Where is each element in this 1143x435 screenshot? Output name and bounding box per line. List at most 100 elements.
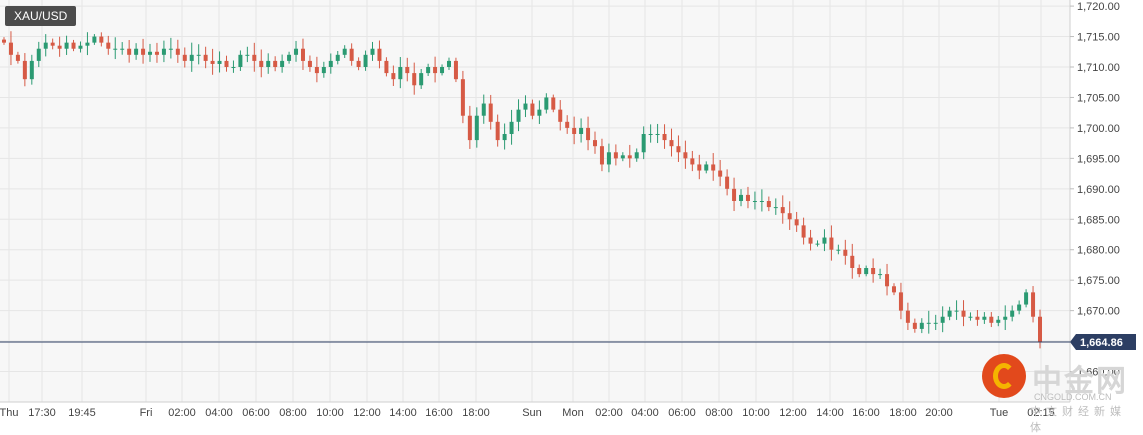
x-tick-label: 04:00 [205, 407, 233, 419]
candle [843, 239, 848, 265]
candle [565, 115, 570, 134]
candle [586, 116, 591, 151]
candle [544, 93, 549, 114]
candle [822, 229, 827, 252]
candle [745, 186, 750, 209]
candle-body [759, 201, 764, 202]
candle [732, 177, 737, 212]
y-tick-label: 1,700.00 [1077, 123, 1120, 135]
candle-body [794, 219, 799, 226]
candle [933, 314, 938, 330]
y-tick-label: 1,695.00 [1077, 153, 1120, 165]
x-tick-label: 14:00 [389, 407, 417, 419]
candle-body [1003, 316, 1008, 320]
candle-body [808, 237, 813, 244]
candle [36, 41, 41, 68]
candle [919, 318, 924, 334]
candle [287, 51, 292, 64]
candle [481, 94, 486, 124]
candle [106, 35, 111, 55]
candle-body [273, 60, 278, 67]
candle [342, 45, 347, 59]
candle-body [342, 48, 347, 55]
candle-body [474, 115, 479, 141]
candle [210, 48, 215, 75]
candle [905, 302, 910, 330]
y-tick-label: 1,720.00 [1077, 1, 1120, 13]
candle [412, 62, 417, 95]
candle [898, 282, 903, 320]
candle [850, 243, 855, 279]
candle-body [669, 140, 674, 147]
candle [99, 32, 104, 47]
candle [718, 159, 723, 187]
candle-body [189, 54, 194, 61]
x-tick-label: 06:00 [668, 407, 696, 419]
candle [613, 144, 618, 166]
candle [335, 50, 340, 65]
candle [154, 42, 159, 63]
candle-body [377, 48, 382, 61]
candle [29, 54, 34, 85]
candle [759, 189, 764, 212]
candle [440, 64, 445, 76]
candle [307, 55, 312, 72]
candle [780, 195, 785, 224]
candle [572, 116, 577, 145]
candle [697, 154, 702, 180]
candle-body [683, 152, 688, 159]
candle [488, 94, 493, 130]
candle-body [224, 60, 229, 67]
symbol-badge: XAU/USD [5, 6, 77, 26]
candle [384, 57, 389, 77]
candle-body [307, 60, 312, 67]
candle-body [843, 249, 848, 256]
candle [294, 40, 299, 62]
candle [328, 53, 333, 74]
candle [217, 51, 222, 73]
candle-body [161, 48, 166, 55]
x-tick-label: 02:00 [595, 407, 623, 419]
candle [801, 217, 806, 245]
candle [22, 53, 27, 87]
candle [426, 63, 431, 77]
candle-body [50, 42, 55, 46]
candlestick-chart[interactable]: 1,720.00 1,715.00 1,710.00 1,705.00 1,700.00… [0, 0, 1143, 426]
candle-body [245, 54, 250, 56]
candle-body [1010, 310, 1015, 317]
candle-body [446, 60, 451, 67]
candle-body [384, 60, 389, 74]
candle [655, 123, 660, 144]
candle [266, 53, 271, 74]
candle [1031, 286, 1036, 323]
candle-body [391, 73, 396, 80]
candle-body [850, 255, 855, 268]
candle-body [2, 39, 6, 43]
candle [168, 37, 173, 59]
candle-body [141, 48, 146, 55]
candle-body [725, 176, 730, 189]
candle [773, 198, 778, 215]
candle [690, 150, 695, 172]
candle [433, 56, 438, 83]
x-tick-label: 08:00 [279, 407, 307, 419]
candle-body [36, 48, 41, 61]
candle-body [370, 48, 375, 55]
candle [363, 50, 368, 71]
y-tick-label: 1,710.00 [1077, 62, 1120, 74]
candle [502, 123, 507, 150]
candle [871, 258, 876, 283]
candle-body [857, 268, 862, 275]
candle-body [690, 158, 695, 165]
candle [391, 65, 396, 86]
candle-body [641, 134, 646, 153]
candle-body [676, 146, 681, 153]
candle [1003, 305, 1008, 331]
candle [878, 268, 883, 279]
candle-body [933, 322, 938, 324]
candle [766, 196, 771, 212]
candle-body [982, 316, 987, 320]
candle-body [328, 60, 333, 67]
candle [64, 35, 69, 55]
